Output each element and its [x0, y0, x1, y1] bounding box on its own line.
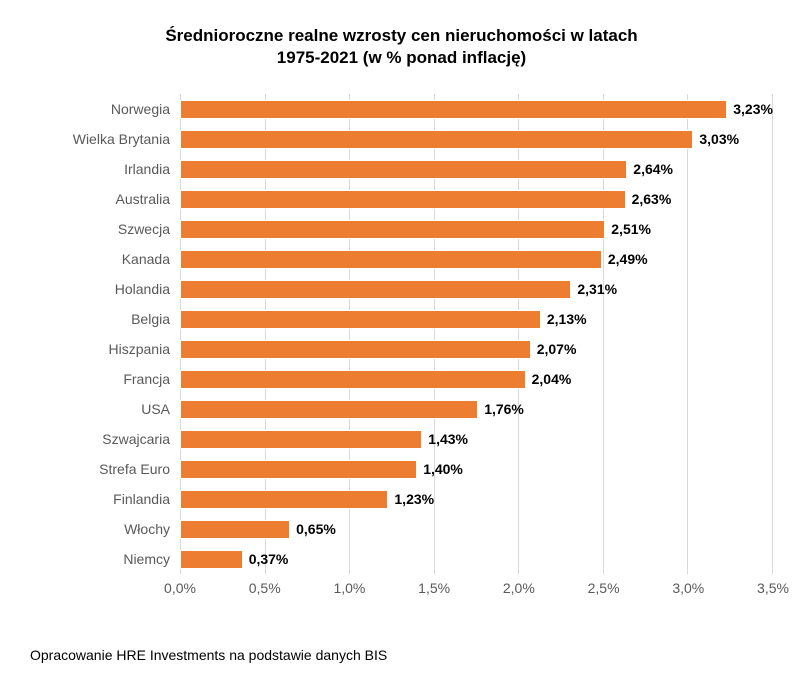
- bar: [180, 520, 290, 539]
- bar: [180, 310, 541, 329]
- bar: [180, 250, 602, 269]
- source-text: Opracowanie HRE Investments na podstawie…: [30, 647, 387, 663]
- bar-row: 1,43%: [180, 424, 773, 454]
- x-tick-label: 3,5%: [757, 580, 789, 596]
- value-label: 2,49%: [608, 251, 648, 267]
- bar: [180, 430, 422, 449]
- value-label: 3,03%: [699, 131, 739, 147]
- bar-row: 1,76%: [180, 394, 773, 424]
- category-label: Szwecja: [30, 214, 180, 244]
- bar-row: 1,23%: [180, 484, 773, 514]
- bar: [180, 280, 571, 299]
- value-label: 2,07%: [537, 341, 577, 357]
- bar: [180, 220, 605, 239]
- bar: [180, 400, 478, 419]
- bar-row: 2,31%: [180, 274, 773, 304]
- bar-row: 2,04%: [180, 364, 773, 394]
- bar: [180, 160, 627, 179]
- bar: [180, 100, 727, 119]
- bar-row: 2,51%: [180, 214, 773, 244]
- category-label: Irlandia: [30, 154, 180, 184]
- value-label: 1,23%: [394, 491, 434, 507]
- bar: [180, 490, 388, 509]
- x-tick-label: 0,5%: [249, 580, 281, 596]
- y-axis-labels: NorwegiaWielka BrytaniaIrlandiaAustralia…: [30, 94, 180, 574]
- value-label: 2,13%: [547, 311, 587, 327]
- category-label: Hiszpania: [30, 334, 180, 364]
- bar: [180, 550, 243, 569]
- bars-container: 3,23% 3,03% 2,64% 2,63% 2,51% 2,49% 2,31% 2,13%…: [180, 94, 773, 574]
- value-label: 2,31%: [577, 281, 617, 297]
- value-label: 2,64%: [633, 161, 673, 177]
- value-label: 0,65%: [296, 521, 336, 537]
- bar-row: 0,65%: [180, 514, 773, 544]
- x-tick-label: 2,5%: [588, 580, 620, 596]
- category-label: Niemcy: [30, 544, 180, 574]
- x-tick-label: 0,0%: [164, 580, 196, 596]
- category-label: Szwajcaria: [30, 424, 180, 454]
- bar-row: 2,07%: [180, 334, 773, 364]
- bar-row: 2,64%: [180, 154, 773, 184]
- category-label: Australia: [30, 184, 180, 214]
- value-label: 2,51%: [611, 221, 651, 237]
- value-label: 1,43%: [428, 431, 468, 447]
- bar: [180, 190, 626, 209]
- x-tick-label: 1,0%: [333, 580, 365, 596]
- x-tick-label: 2,0%: [503, 580, 535, 596]
- bar: [180, 370, 526, 389]
- value-label: 3,23%: [733, 101, 773, 117]
- bar-row: 3,23%: [180, 94, 773, 124]
- value-label: 0,37%: [249, 551, 289, 567]
- x-tick-label: 1,5%: [418, 580, 450, 596]
- bar-row: 3,03%: [180, 124, 773, 154]
- category-label: Holandia: [30, 274, 180, 304]
- category-label: Belgia: [30, 304, 180, 334]
- chart-title: Średnioroczne realne wzrosty cen nieruch…: [30, 25, 773, 69]
- bar-row: 2,13%: [180, 304, 773, 334]
- bar-row: 1,40%: [180, 454, 773, 484]
- x-tick-label: 3,0%: [672, 580, 704, 596]
- category-label: Strefa Euro: [30, 454, 180, 484]
- bar: [180, 130, 693, 149]
- value-label: 1,76%: [484, 401, 524, 417]
- title-line-1: Średnioroczne realne wzrosty cen nieruch…: [165, 26, 637, 45]
- category-label: Kanada: [30, 244, 180, 274]
- x-axis: 0,0%0,5%1,0%1,5%2,0%2,5%3,0%3,5%: [180, 580, 773, 600]
- category-label: Finlandia: [30, 484, 180, 514]
- value-label: 2,63%: [632, 191, 672, 207]
- bar-row: 2,63%: [180, 184, 773, 214]
- category-label: Norwegia: [30, 94, 180, 124]
- title-line-2: 1975-2021 (w % ponad inflację): [277, 48, 526, 67]
- category-label: USA: [30, 394, 180, 424]
- bar-row: 2,49%: [180, 244, 773, 274]
- bar: [180, 460, 417, 479]
- value-label: 2,04%: [532, 371, 572, 387]
- category-label: Francja: [30, 364, 180, 394]
- category-label: Włochy: [30, 514, 180, 544]
- plot-region: NorwegiaWielka BrytaniaIrlandiaAustralia…: [30, 94, 773, 574]
- value-label: 1,40%: [423, 461, 463, 477]
- chart-area: NorwegiaWielka BrytaniaIrlandiaAustralia…: [30, 94, 773, 600]
- category-label: Wielka Brytania: [30, 124, 180, 154]
- bar-row: 0,37%: [180, 544, 773, 574]
- bar: [180, 340, 531, 359]
- bars-region: 3,23% 3,03% 2,64% 2,63% 2,51% 2,49% 2,31% 2,13%…: [180, 94, 773, 574]
